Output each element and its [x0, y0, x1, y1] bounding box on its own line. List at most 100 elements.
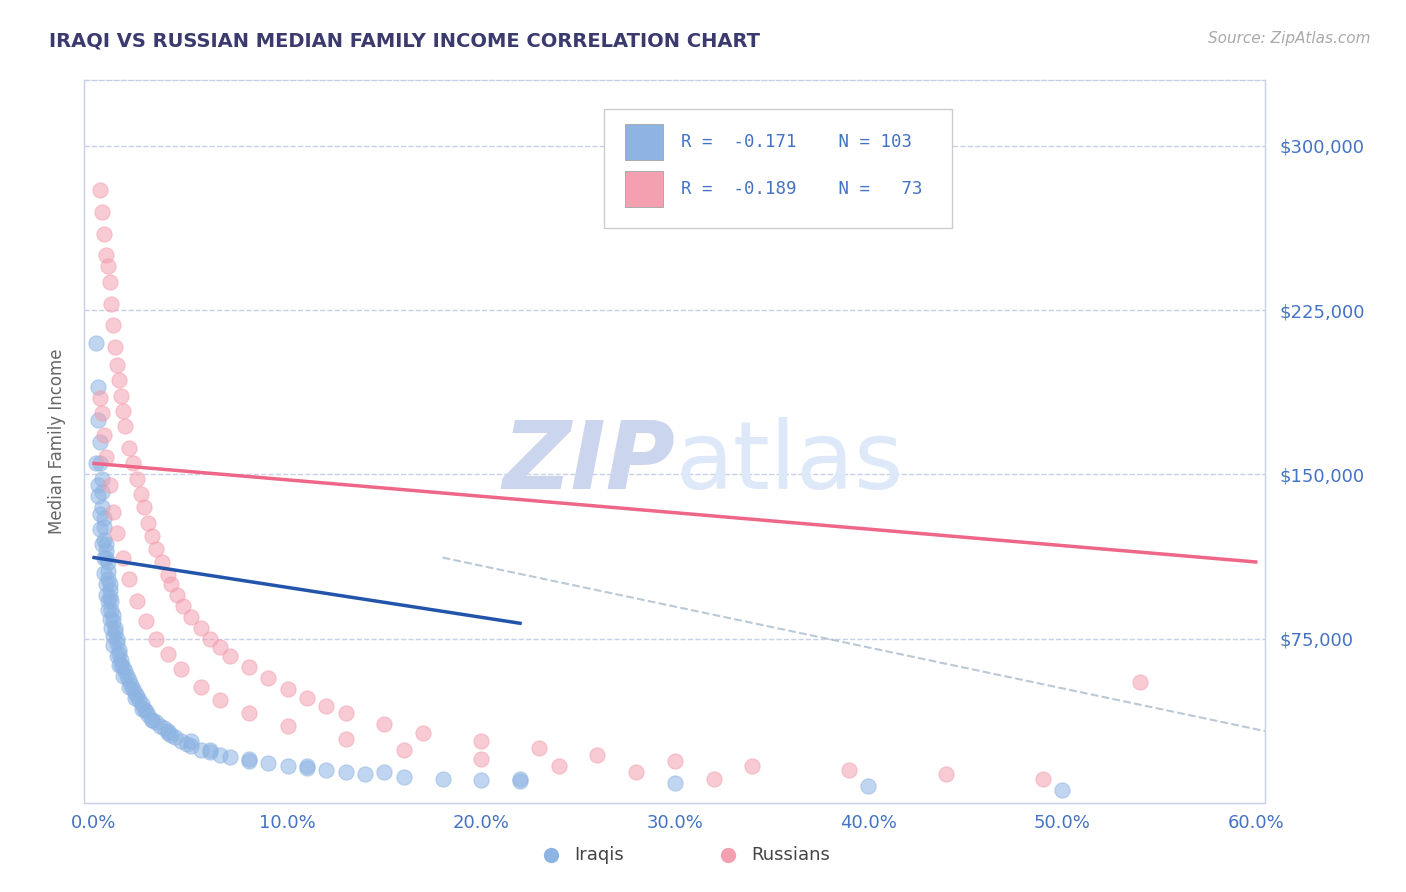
Point [89, 391, 111, 405]
Point [93, 566, 115, 580]
Point [98, 577, 121, 591]
Point [354, 767, 377, 781]
Point [94, 450, 117, 464]
Point [108, 642, 131, 657]
Point [110, 657, 132, 672]
Point [93, 511, 115, 525]
Point [87, 412, 110, 426]
Point [87, 489, 110, 503]
Point [105, 358, 128, 372]
Point [90, 537, 112, 551]
Point [94, 588, 117, 602]
Point [110, 388, 132, 402]
Point [100, 603, 122, 617]
Point [208, 640, 231, 655]
Point [84, 336, 107, 351]
Point [94, 544, 117, 558]
Point [98, 275, 121, 289]
Point [238, 752, 260, 766]
Point [145, 541, 167, 556]
Point [100, 621, 122, 635]
Point [141, 713, 163, 727]
Point [432, 772, 454, 786]
Point [664, 776, 686, 790]
Point [170, 734, 193, 748]
Point [218, 749, 240, 764]
Point [838, 763, 860, 777]
Bar [626, 124, 664, 160]
Point [200, 746, 222, 760]
Point [97, 564, 120, 578]
Point [190, 680, 212, 694]
Point [118, 573, 141, 587]
Point [135, 704, 157, 718]
Text: Source: ZipAtlas.com: Source: ZipAtlas.com [1208, 31, 1371, 46]
Y-axis label: Median Family Income: Median Family Income [48, 349, 66, 534]
Point [172, 599, 194, 613]
Point [93, 428, 115, 442]
Point [470, 752, 492, 766]
Point [180, 609, 202, 624]
Point [152, 722, 174, 736]
Point [124, 686, 146, 700]
Point [105, 649, 128, 664]
Point [295, 690, 318, 705]
Text: R =  -0.171    N = 103: R = -0.171 N = 103 [681, 133, 911, 151]
Point [335, 765, 357, 780]
Point [156, 723, 179, 738]
Point [180, 734, 202, 748]
Text: Iraqis: Iraqis [575, 846, 624, 863]
Point [131, 698, 153, 712]
Point [89, 522, 111, 536]
Point [136, 708, 159, 723]
Point [134, 701, 156, 715]
Point [104, 625, 127, 640]
Point [112, 550, 135, 565]
Point [208, 747, 231, 762]
Point [121, 681, 143, 696]
Point [165, 730, 187, 744]
Point [412, 725, 434, 739]
Point [238, 706, 260, 720]
Point [141, 529, 163, 543]
Point [89, 457, 111, 471]
Point [89, 507, 111, 521]
Point [160, 577, 183, 591]
Point [100, 296, 122, 310]
Point [315, 699, 337, 714]
Point [238, 754, 260, 768]
Point [586, 747, 609, 762]
Point [90, 500, 112, 515]
Point [110, 653, 132, 667]
Point [277, 758, 299, 772]
Point [94, 550, 117, 565]
Point [98, 478, 121, 492]
Point [108, 373, 131, 387]
Point [125, 594, 148, 608]
Point [112, 660, 135, 674]
Point [125, 472, 148, 486]
Point [93, 533, 115, 547]
Point [105, 636, 128, 650]
Point [87, 380, 110, 394]
Point [134, 500, 156, 515]
Point [97, 555, 120, 569]
Point [257, 671, 280, 685]
Point [108, 657, 131, 672]
Point [97, 594, 120, 608]
Point [624, 765, 647, 780]
Point [1032, 772, 1054, 786]
Point [166, 588, 188, 602]
Point [97, 603, 120, 617]
Point [1050, 782, 1073, 797]
FancyBboxPatch shape [605, 109, 952, 228]
Point [104, 340, 127, 354]
Point [87, 478, 110, 492]
Point [103, 505, 125, 519]
Point [170, 662, 193, 676]
Point [90, 484, 112, 499]
Point [200, 632, 222, 646]
Point [238, 660, 260, 674]
Point [125, 689, 148, 703]
Point [129, 487, 152, 501]
